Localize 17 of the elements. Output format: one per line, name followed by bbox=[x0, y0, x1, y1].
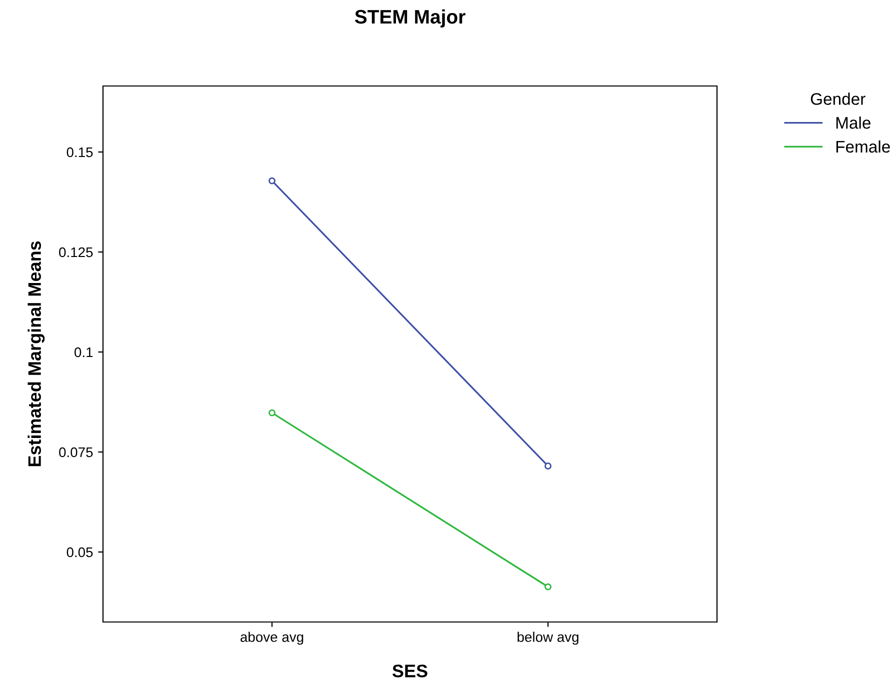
x-axis-title: SES bbox=[392, 664, 428, 678]
legend-label: Male bbox=[836, 116, 870, 129]
x-tick-label: below avg bbox=[518, 632, 578, 645]
y-tick-label: 0.1 bbox=[74, 347, 93, 358]
y-tick-label: 0.125 bbox=[59, 247, 93, 258]
legend-label: Female bbox=[836, 140, 890, 153]
point bbox=[544, 462, 552, 470]
point bbox=[544, 583, 552, 590]
y-tick-label: 0.075 bbox=[59, 447, 93, 458]
y-axis-title: Estimated Marginal Means bbox=[28, 241, 45, 466]
y-tick-label: 0.05 bbox=[66, 547, 93, 558]
point bbox=[268, 177, 276, 184]
point bbox=[268, 409, 276, 416]
x-tick-label: above avg bbox=[240, 632, 304, 645]
chart-title: STEM Major bbox=[354, 9, 466, 28]
legend-title: Gender bbox=[810, 92, 866, 105]
y-tick-label: 0.15 bbox=[66, 147, 93, 158]
